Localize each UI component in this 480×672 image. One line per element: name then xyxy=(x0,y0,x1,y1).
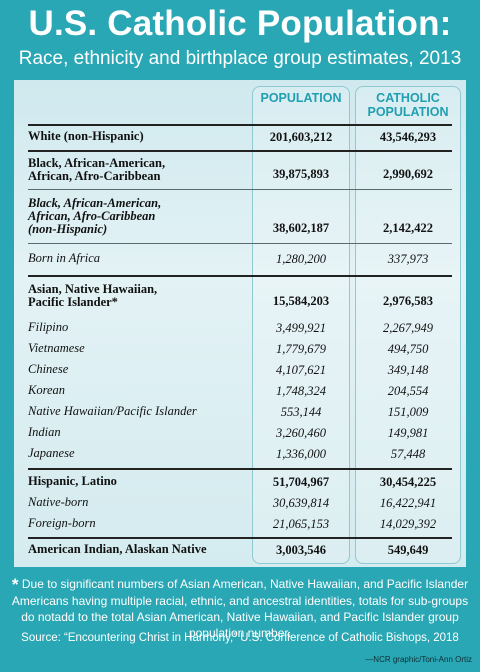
row-population: 4,107,621 xyxy=(276,363,326,377)
section-divider xyxy=(28,150,452,152)
row-label-line1: Black, African-American, xyxy=(28,196,162,210)
row-label: Foreign-born xyxy=(28,516,96,530)
row-population: 1,748,324 xyxy=(276,384,326,398)
row-label-line2: Pacific Islander* xyxy=(28,295,118,309)
row-label: Hispanic, Latino xyxy=(28,474,117,488)
page-subtitle: Race, ethnicity and birthplace group est… xyxy=(18,48,462,69)
row-divider xyxy=(28,189,452,190)
row-label: Born in Africa xyxy=(28,251,100,265)
footnote: * Due to significant numbers of Asian Am… xyxy=(10,576,470,641)
catholic-column-header: CATHOLIC POPULATION xyxy=(355,91,461,119)
row-population: 39,875,893 xyxy=(272,167,330,181)
population-column-box xyxy=(252,86,350,564)
header-divider xyxy=(28,124,452,126)
row-population: 1,779,679 xyxy=(276,342,326,356)
row-divider xyxy=(28,243,452,244)
row-catholic: 494,750 xyxy=(387,342,429,356)
row-catholic: 16,422,941 xyxy=(379,496,437,510)
row-catholic: 2,976,583 xyxy=(383,294,433,308)
row-label: Filipino xyxy=(28,320,69,334)
row-label: Native-born xyxy=(28,495,89,509)
catholic-header-line2: POPULATION xyxy=(367,105,449,119)
row-population: 30,639,814 xyxy=(272,496,330,510)
row-label-line3: (non-Hispanic) xyxy=(28,222,108,236)
population-header-label: POPULATION xyxy=(260,91,342,105)
row-catholic: 549,649 xyxy=(387,543,429,557)
source-line: Source: “Encountering Christ in Harmony,… xyxy=(21,632,459,644)
row-catholic: 2,267,949 xyxy=(383,321,433,335)
data-table: POPULATION CATHOLIC POPULATION White (no… xyxy=(14,80,466,567)
row-label: Korean xyxy=(28,383,66,397)
row-population: 38,602,187 xyxy=(272,221,330,235)
row-label: American Indian, Alaskan Native xyxy=(28,542,207,556)
graphic-credit: —NCR graphic/Toni-Ann Ortiz xyxy=(365,655,472,664)
row-catholic: 14,029,392 xyxy=(379,517,437,531)
row-catholic: 349,148 xyxy=(387,363,429,377)
section-divider xyxy=(28,537,452,539)
row-population: 1,336,000 xyxy=(276,447,326,461)
row-label-line2: African, Afro-Caribbean xyxy=(28,209,156,223)
row-catholic: 2,990,692 xyxy=(383,167,433,181)
row-population: 15,584,203 xyxy=(272,294,330,308)
row-label: Vietnamese xyxy=(28,341,85,355)
row-population: 1,280,200 xyxy=(276,252,326,266)
row-label-line2: African, Afro-Caribbean xyxy=(28,169,161,183)
row-catholic: 2,142,422 xyxy=(383,221,433,235)
header: U.S. Catholic Population: Race, ethnicit… xyxy=(0,0,480,78)
row-population: 51,704,967 xyxy=(272,475,330,489)
population-column-header: POPULATION xyxy=(252,91,350,105)
row-label-line1: Asian, Native Hawaiian, xyxy=(28,282,158,296)
row-catholic: 30,454,225 xyxy=(379,475,437,489)
row-catholic: 151,009 xyxy=(387,405,429,419)
row-population: 3,499,921 xyxy=(276,321,326,335)
row-catholic: 204,554 xyxy=(387,384,429,398)
row-label: White (non-Hispanic) xyxy=(28,129,144,143)
row-population: 21,065,153 xyxy=(272,517,330,531)
catholic-header-line1: CATHOLIC xyxy=(376,91,440,105)
row-catholic: 149,981 xyxy=(387,426,429,440)
row-population: 553,144 xyxy=(280,405,322,419)
row-catholic: 337,973 xyxy=(387,252,429,266)
row-label: Indian xyxy=(28,425,61,439)
page-title: U.S. Catholic Population: xyxy=(28,4,452,43)
section-divider xyxy=(28,275,452,277)
row-population: 3,003,546 xyxy=(276,543,326,557)
footnote-text: Due to significant numbers of Asian Amer… xyxy=(11,577,469,640)
row-label: Native Hawaiian/Pacific Islander xyxy=(28,404,197,418)
footnote-asterisk: * xyxy=(11,575,19,594)
row-population: 3,260,460 xyxy=(276,426,326,440)
row-catholic: 57,448 xyxy=(390,447,426,461)
section-divider xyxy=(28,468,452,470)
row-label: Japanese xyxy=(28,446,75,460)
row-population: 201,603,212 xyxy=(269,130,333,144)
catholic-column-box xyxy=(355,86,461,564)
row-label-line1: Black, African-American, xyxy=(28,156,166,170)
row-catholic: 43,546,293 xyxy=(379,130,437,144)
row-label: Chinese xyxy=(28,362,69,376)
